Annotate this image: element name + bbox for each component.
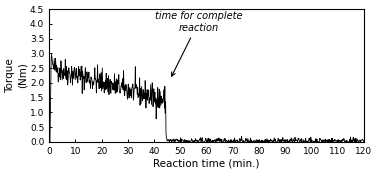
- Text: time for complete
reaction: time for complete reaction: [155, 11, 242, 76]
- X-axis label: Reaction time (min.): Reaction time (min.): [153, 159, 260, 168]
- Y-axis label: Torque
(Nm): Torque (Nm): [6, 58, 27, 93]
